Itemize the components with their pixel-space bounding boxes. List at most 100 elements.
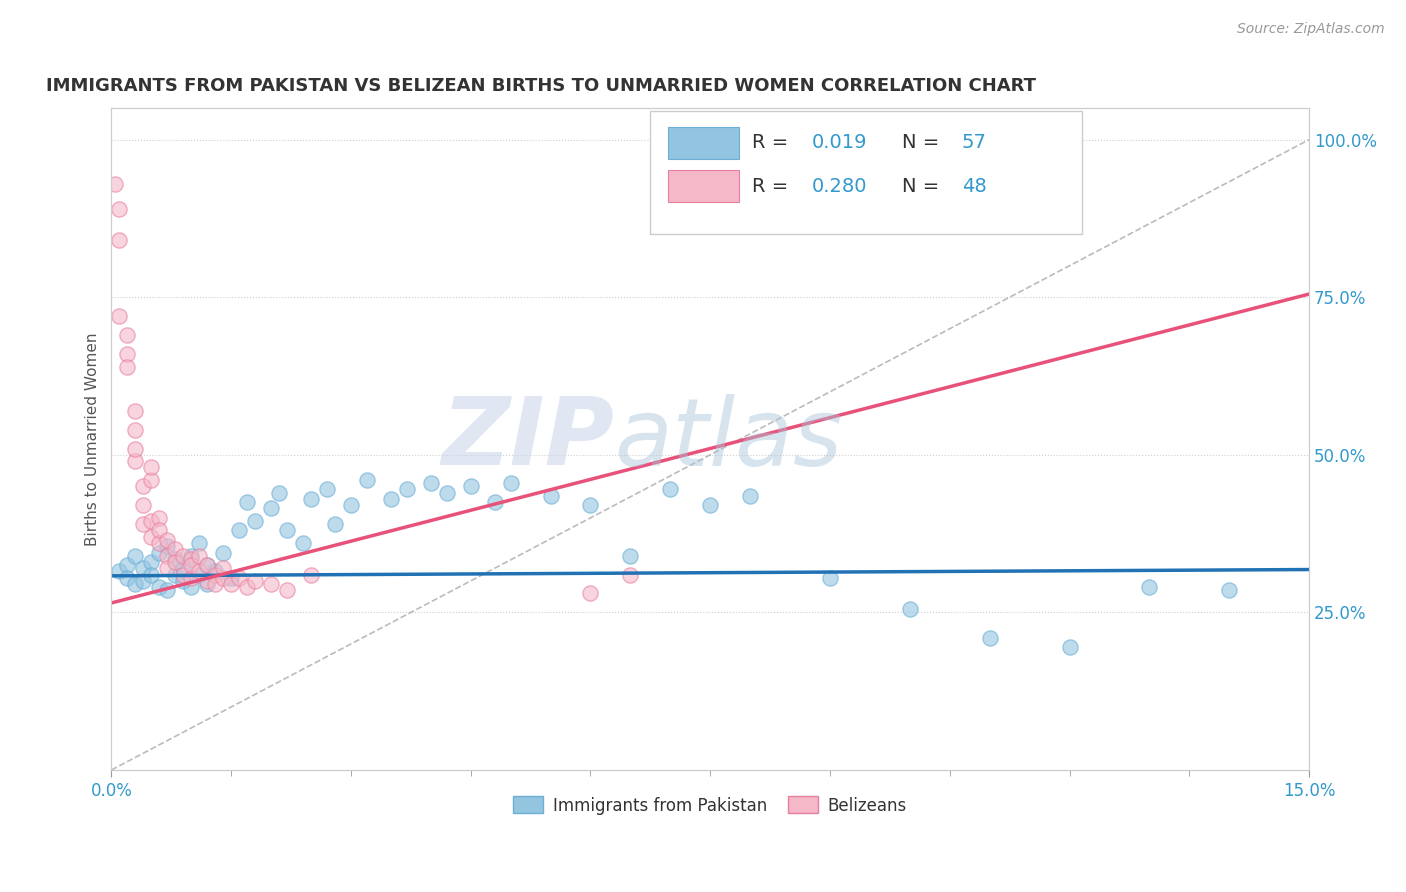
Point	[141, 460, 163, 475]
Point	[172, 567, 194, 582]
Point	[1218, 583, 1240, 598]
FancyBboxPatch shape	[668, 127, 740, 159]
Point	[165, 567, 187, 582]
Point	[228, 571, 250, 585]
Point	[117, 359, 139, 374]
Point	[104, 177, 127, 191]
Point	[188, 567, 211, 582]
Point	[1059, 640, 1081, 654]
Point	[156, 549, 179, 563]
Point	[156, 583, 179, 598]
Point	[124, 442, 146, 456]
Point	[172, 549, 194, 563]
Point	[148, 536, 170, 550]
Point	[212, 545, 235, 559]
Point	[108, 234, 131, 248]
Point	[484, 495, 506, 509]
Y-axis label: Births to Unmarried Women: Births to Unmarried Women	[86, 333, 100, 546]
Point	[356, 473, 378, 487]
Point	[204, 577, 226, 591]
Point	[148, 511, 170, 525]
Point	[124, 454, 146, 468]
Point	[132, 517, 155, 532]
Point	[579, 586, 602, 600]
Point	[204, 567, 226, 582]
Point	[156, 533, 179, 547]
Text: ZIP: ZIP	[441, 393, 614, 485]
Point	[172, 561, 194, 575]
Point	[180, 580, 202, 594]
Point	[276, 583, 298, 598]
Point	[395, 483, 418, 497]
Point	[117, 571, 139, 585]
Point	[180, 558, 202, 573]
Point	[380, 491, 402, 506]
Point	[108, 309, 131, 323]
Text: 0.019: 0.019	[813, 133, 868, 152]
Point	[219, 577, 242, 591]
Point	[619, 549, 641, 563]
Point	[499, 476, 522, 491]
Point	[260, 501, 283, 516]
Text: N =: N =	[901, 177, 945, 195]
Point	[276, 524, 298, 538]
Point	[419, 476, 441, 491]
Point	[148, 524, 170, 538]
Point	[204, 565, 226, 579]
Point	[228, 524, 250, 538]
Point	[117, 347, 139, 361]
Point	[124, 577, 146, 591]
Point	[579, 498, 602, 512]
Point	[340, 498, 363, 512]
Point	[212, 571, 235, 585]
Text: atlas: atlas	[614, 393, 842, 484]
Point	[212, 561, 235, 575]
Point	[699, 498, 721, 512]
Point	[141, 530, 163, 544]
Point	[117, 558, 139, 573]
Point	[188, 565, 211, 579]
Point	[141, 567, 163, 582]
Point	[292, 536, 315, 550]
Point	[619, 567, 641, 582]
Point	[148, 580, 170, 594]
Text: R =: R =	[752, 177, 794, 195]
Point	[108, 565, 131, 579]
Point	[180, 551, 202, 566]
Point	[141, 555, 163, 569]
Point	[180, 549, 202, 563]
Point	[141, 514, 163, 528]
Point	[156, 539, 179, 553]
Point	[132, 561, 155, 575]
Point	[243, 574, 266, 588]
Point	[132, 498, 155, 512]
FancyBboxPatch shape	[651, 112, 1081, 234]
Point	[540, 489, 562, 503]
Point	[740, 489, 762, 503]
Point	[316, 483, 339, 497]
Point	[165, 555, 187, 569]
Point	[172, 574, 194, 588]
Point	[132, 574, 155, 588]
Point	[979, 631, 1001, 645]
Point	[236, 580, 259, 594]
Point	[267, 485, 290, 500]
Point	[156, 561, 179, 575]
Point	[124, 423, 146, 437]
Point	[165, 542, 187, 557]
Point	[195, 577, 218, 591]
Point	[818, 571, 841, 585]
Point	[243, 514, 266, 528]
Text: 48: 48	[962, 177, 987, 195]
Point	[299, 491, 322, 506]
Point	[180, 571, 202, 585]
Text: IMMIGRANTS FROM PAKISTAN VS BELIZEAN BIRTHS TO UNMARRIED WOMEN CORRELATION CHART: IMMIGRANTS FROM PAKISTAN VS BELIZEAN BIR…	[45, 78, 1036, 95]
Point	[323, 517, 346, 532]
Point	[236, 495, 259, 509]
Point	[436, 485, 458, 500]
Point	[195, 558, 218, 573]
FancyBboxPatch shape	[668, 169, 740, 202]
Text: 57: 57	[962, 133, 987, 152]
Point	[659, 483, 682, 497]
Legend: Immigrants from Pakistan, Belizeans: Immigrants from Pakistan, Belizeans	[506, 789, 914, 822]
